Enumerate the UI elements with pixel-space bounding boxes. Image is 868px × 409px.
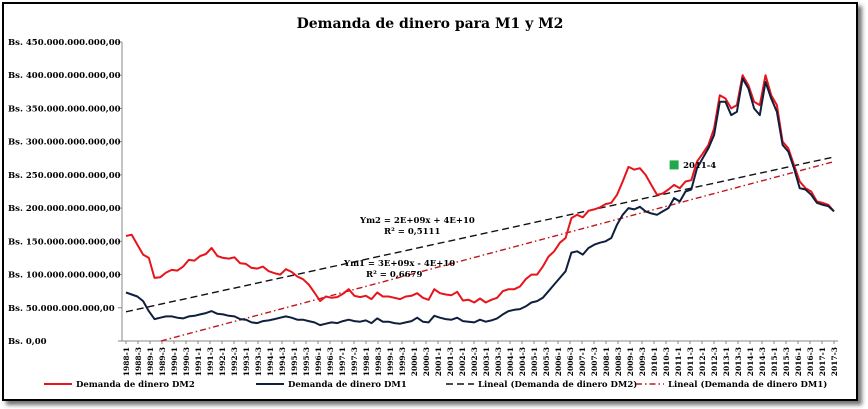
- x-tick-label: 1995-1: [290, 347, 299, 376]
- x-tick-label: 1988-1: [122, 347, 131, 376]
- trend-line-3: [160, 160, 835, 342]
- x-tick-label: 2001-3: [446, 347, 455, 376]
- x-tick-label: 1997-1: [338, 347, 347, 376]
- y-tick-label: Bs. 200.000.000.000,00: [8, 204, 121, 214]
- x-axis: 1988-1 1988-3 1989-1 1989-3 1990-1 1990-3 1991…: [122, 340, 839, 376]
- x-tick-label: 2014-1: [746, 347, 755, 376]
- series-line-1: [125, 77, 835, 327]
- x-tick-label: 2015-1: [770, 347, 779, 376]
- x-tick-label: 2002-1: [458, 347, 467, 376]
- x-tick-label: 2005-3: [542, 347, 551, 376]
- x-tick-label: 2008-3: [614, 347, 623, 376]
- x-tick-label: 1990-1: [170, 347, 179, 376]
- legend-label-2: Lineal (Demanda de dinero DM2): [478, 379, 637, 390]
- x-tick-label: 2004-3: [518, 347, 527, 376]
- x-tick-label: 2005-1: [530, 347, 539, 376]
- x-tick-label: 2008-1: [602, 347, 611, 376]
- series-line-0: [125, 74, 835, 304]
- annotations: Ym2 = 2E+09x + 4E+10 R² = 0,5111 Ym1 = 3…: [343, 160, 716, 280]
- y-tick-label: Bs. 300.000.000.000,00: [8, 138, 121, 148]
- x-tick-label: 2006-1: [554, 347, 563, 376]
- y-tick-label: Bs. 100.000.000.000,00: [8, 271, 121, 281]
- x-tick-label: 1992-1: [218, 347, 227, 376]
- equation-dm2-r2: R² = 0,5111: [384, 227, 440, 237]
- x-tick-label: 2012-3: [710, 347, 719, 376]
- equation-dm1-r2: R² = 0,6679: [366, 270, 422, 280]
- legend-label-1: Demanda de dinero DM1: [288, 380, 407, 390]
- x-tick-label: 2001-1: [434, 347, 443, 376]
- chart-canvas: Demanda de dinero para M1 y M2 Bs. 0,00B…: [8, 16, 839, 390]
- series-lines: [125, 74, 835, 327]
- x-tick-label: 1988-3: [134, 347, 143, 376]
- x-tick-label: 1990-3: [182, 347, 191, 376]
- x-tick-label: 1991-3: [206, 347, 215, 376]
- x-tick-label: 2010-3: [662, 347, 671, 376]
- x-tick-label: 2017-3: [830, 347, 839, 376]
- x-tick-label: 2014-3: [758, 347, 767, 376]
- x-tick-label: 2016-1: [794, 347, 803, 376]
- y-tick-label: Bs. 350.000.000.000,00: [8, 104, 121, 114]
- x-tick-label: 2011-1: [674, 347, 683, 376]
- x-tick-label: 1996-3: [326, 347, 335, 376]
- legend: Demanda de dinero DM2 Demanda de dinero D…: [44, 379, 827, 390]
- x-tick-label: 1996-1: [314, 347, 323, 376]
- x-tick-label: 2003-1: [482, 347, 491, 376]
- equation-dm2-line1: Ym2 = 2E+09x + 4E+10: [359, 216, 475, 226]
- x-tick-label: 2012-1: [698, 347, 707, 376]
- x-tick-label: 2009-3: [638, 347, 647, 376]
- x-tick-label: 2015-3: [782, 347, 791, 376]
- marker-2011-4-label: 2011-4: [683, 161, 716, 171]
- chart-title: Demanda de dinero para M1 y M2: [297, 16, 564, 32]
- legend-label-0: Demanda de dinero DM2: [76, 380, 195, 390]
- legend-label-3: Lineal (Demanda de dinero DM1): [668, 379, 827, 390]
- x-tick-label: 2009-1: [626, 347, 635, 376]
- x-tick-label: 1999-3: [398, 347, 407, 376]
- x-tick-label: 1994-1: [266, 347, 275, 376]
- x-tick-label: 1989-1: [146, 347, 155, 376]
- x-tick-label: 2007-3: [590, 347, 599, 376]
- marker-2011-4: [669, 160, 679, 170]
- y-tick-label: Bs. 150.000.000.000,00: [8, 237, 121, 247]
- y-tick-label: Bs. 0,00: [8, 337, 47, 347]
- x-tick-label: 1991-1: [194, 347, 203, 376]
- trend-lines: [125, 156, 835, 342]
- x-tick-label: 1995-3: [302, 347, 311, 376]
- y-tick-label: Bs. 400.000.000.000,00: [8, 71, 121, 81]
- x-tick-label: 2000-1: [410, 347, 419, 376]
- x-tick-label: 2013-1: [722, 347, 731, 376]
- x-tick-label: 1994-3: [278, 347, 287, 376]
- x-tick-label: 2016-3: [806, 347, 815, 376]
- x-tick-label: 1989-3: [158, 347, 167, 376]
- x-tick-label: 2013-3: [734, 347, 743, 376]
- x-tick-label: 2017-1: [818, 347, 827, 376]
- x-tick-label: 1998-3: [374, 347, 383, 376]
- trend-line-2: [125, 156, 835, 313]
- x-tick-label: 1992-3: [230, 347, 239, 376]
- x-tick-label: 1993-1: [242, 347, 251, 376]
- x-tick-label: 2006-3: [566, 347, 575, 376]
- x-tick-label: 2011-3: [686, 347, 695, 376]
- chart-frame: Demanda de dinero para M1 y M2 Bs. 0,00 B…: [2, 2, 858, 401]
- x-tick-label: 1998-1: [362, 347, 371, 376]
- x-tick-label: 2000-3: [422, 347, 431, 376]
- x-tick-label: 2002-3: [470, 347, 479, 376]
- y-tick-label: Bs. 50.000.000.000,00: [8, 304, 115, 314]
- equation-dm1-line1: Ym1 = 3E+09x - 4E+10: [343, 259, 455, 269]
- y-tick-label: Bs. 450.000.000.000,00: [8, 38, 121, 48]
- x-tick-label: 2010-1: [650, 347, 659, 376]
- x-tick-label: 2004-1: [506, 347, 515, 376]
- x-tick-label: 1997-3: [350, 347, 359, 376]
- x-tick-label: 1999-1: [386, 347, 395, 376]
- x-tick-label: 2007-1: [578, 347, 587, 376]
- y-tick-label: Bs. 250.000.000.000,00: [8, 171, 121, 181]
- x-tick-label: 2003-3: [494, 347, 503, 376]
- x-tick-label: 1993-3: [254, 347, 263, 376]
- y-axis: Bs. 0,00 Bs. 50.000.000.000,00 Bs. 100.000…: [8, 38, 123, 347]
